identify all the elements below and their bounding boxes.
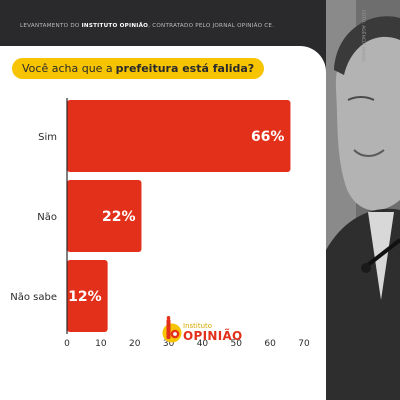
logo-mark-icon bbox=[162, 316, 182, 343]
source-suffix: , CONTRATADO PELO JORNAL OPINIÃO CE. bbox=[148, 23, 275, 29]
logo-big-text: OPINIÃO bbox=[183, 329, 243, 343]
question-emphasis: prefeitura está falida? bbox=[115, 62, 255, 75]
bar-value-label-1: 22% bbox=[102, 209, 136, 225]
bar-2 bbox=[67, 260, 108, 332]
survey-source-text: LEVANTAMENTO DO INSTITUTO OPINIÃO, CONTR… bbox=[20, 23, 274, 29]
bar-1 bbox=[67, 180, 142, 252]
x-tick-label-0: 0 bbox=[64, 339, 70, 349]
category-label-2: Não sabe bbox=[10, 292, 57, 303]
bar-value-label-2: 12% bbox=[68, 289, 102, 305]
bars-layer: 66% Sim 22% Não 12% Não sabe bbox=[10, 100, 291, 332]
source-institute: INSTITUTO OPINIÃO bbox=[81, 23, 149, 29]
x-tick-label-5: 50 bbox=[231, 339, 243, 349]
x-axis-ticks: 0 10 20 30 40 50 60 70 bbox=[64, 339, 310, 349]
x-tick-label-6: 60 bbox=[264, 339, 276, 349]
question-banner: Você acha que a prefeitura está falida? bbox=[12, 58, 265, 79]
bar-0 bbox=[67, 100, 291, 172]
source-prefix: LEVANTAMENTO DO bbox=[20, 23, 80, 29]
photo-credit: FOTO: AGÊNCIA BRASIL bbox=[360, 10, 365, 63]
category-label-0: Sim bbox=[38, 132, 57, 143]
x-tick-label-2: 20 bbox=[129, 339, 141, 349]
logo-small-text: Instituto bbox=[183, 322, 213, 330]
question-prefix: Você acha que a bbox=[22, 62, 113, 75]
category-label-1: Não bbox=[37, 212, 57, 223]
x-tick-label-3: 30 bbox=[163, 339, 175, 349]
x-tick-label-7: 70 bbox=[298, 339, 310, 349]
politician-photo bbox=[326, 0, 400, 400]
bar-value-label-0: 66% bbox=[251, 129, 285, 145]
bar-chart: 66% Sim 22% Não 12% Não sabe 0 10 20 30 40 50 60 70 bbox=[10, 98, 310, 349]
x-tick-label-1: 10 bbox=[95, 339, 107, 349]
x-tick-label-4: 40 bbox=[197, 339, 209, 349]
